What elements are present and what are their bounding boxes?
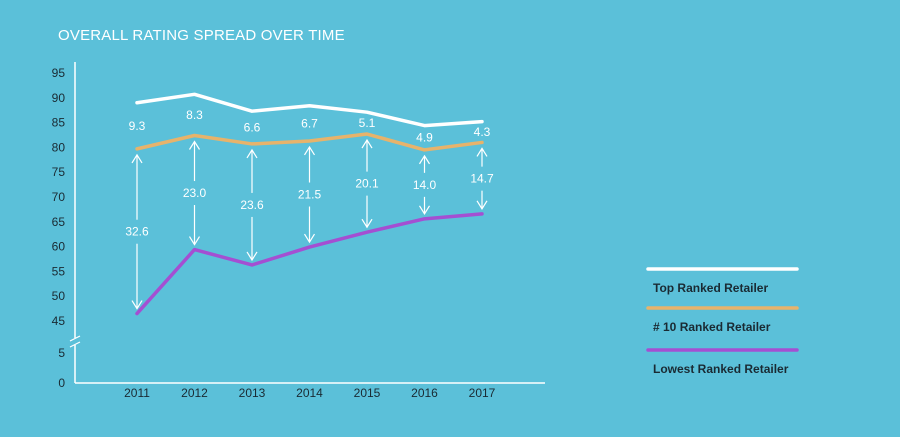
y-tick-label: 65 xyxy=(52,215,66,229)
top-gap-label: 4.9 xyxy=(416,131,433,145)
gap-arrow-head xyxy=(131,153,143,164)
gap-arrow-head xyxy=(418,154,431,165)
x-tick-label: 2013 xyxy=(239,386,266,400)
legend-label: # 10 Ranked Retailer xyxy=(653,320,771,334)
top-gap-label: 5.1 xyxy=(359,116,376,130)
gap-arrow-head xyxy=(246,148,258,159)
legend-label: Lowest Ranked Retailer xyxy=(653,362,789,376)
y-tick-label: 85 xyxy=(52,116,66,130)
gap-arrow-head xyxy=(188,236,201,246)
x-tick-label: 2016 xyxy=(411,386,438,400)
y-tick-label: 60 xyxy=(52,240,66,254)
series-line xyxy=(135,212,484,316)
y-tick-label: 75 xyxy=(52,165,66,179)
top-gap-label: 6.7 xyxy=(301,116,318,130)
gap-arrow-head xyxy=(303,145,316,156)
bottom-gap-label: 23.0 xyxy=(183,186,207,200)
series-lines xyxy=(135,92,484,316)
gap-arrow-head xyxy=(418,205,431,215)
top-gap-label: 8.3 xyxy=(186,108,203,122)
y-tick-label: 50 xyxy=(52,289,66,303)
gap-arrows xyxy=(131,138,488,310)
y-tick-label: 70 xyxy=(52,190,66,204)
chart-title: OVERALL RATING SPREAD OVER TIME xyxy=(58,27,345,44)
y-tick-label: 45 xyxy=(52,314,66,328)
top-gap-label: 4.3 xyxy=(474,125,491,139)
y-tick-label: 90 xyxy=(52,91,66,105)
bottom-gap-label: 20.1 xyxy=(355,177,379,191)
gap-labels: 32.6 9.3 23.0 8.3 23.6 6.6 21.5 6.7 20.1 5.1 14.0 4… xyxy=(125,108,494,239)
x-tick-label: 2011 xyxy=(124,386,150,400)
gap-arrow-head xyxy=(476,200,488,210)
axis-break-mark xyxy=(69,341,81,348)
y-tick-label: 5 xyxy=(58,346,65,360)
x-tick-label: 2012 xyxy=(181,386,208,400)
bottom-gap-label: 14.7 xyxy=(470,172,494,186)
gap-arrow-head xyxy=(131,300,143,310)
x-tick-label: 2017 xyxy=(469,386,496,400)
gap-arrow-head xyxy=(303,233,316,244)
bottom-gap-label: 32.6 xyxy=(125,225,149,239)
gap-arrow-head xyxy=(188,140,201,150)
y-tick-label: 80 xyxy=(52,140,66,154)
axis-break-mark xyxy=(69,335,81,342)
series-line xyxy=(135,92,484,128)
x-tick-label: 2014 xyxy=(296,386,323,400)
legend: Top Ranked Retailer # 10 Ranked Retailer L… xyxy=(646,267,799,376)
legend-label: Top Ranked Retailer xyxy=(653,281,768,295)
gap-arrow-head xyxy=(246,251,258,262)
y-tick-label: 0 xyxy=(58,376,65,390)
y-tick-label: 95 xyxy=(52,66,66,80)
axis-break-gap xyxy=(71,338,79,345)
gap-arrow-head xyxy=(361,218,373,229)
bottom-gap-label: 23.6 xyxy=(240,198,264,212)
x-tick-label: 2015 xyxy=(354,386,381,400)
top-gap-label: 6.6 xyxy=(244,121,261,135)
bottom-gap-label: 14.0 xyxy=(413,178,437,192)
series-line xyxy=(135,132,484,152)
gap-arrow-head xyxy=(361,138,373,149)
bottom-gap-label: 21.5 xyxy=(298,188,322,202)
y-tick-label: 55 xyxy=(52,264,66,278)
top-gap-label: 9.3 xyxy=(129,119,146,133)
gap-arrow-head xyxy=(476,147,488,157)
